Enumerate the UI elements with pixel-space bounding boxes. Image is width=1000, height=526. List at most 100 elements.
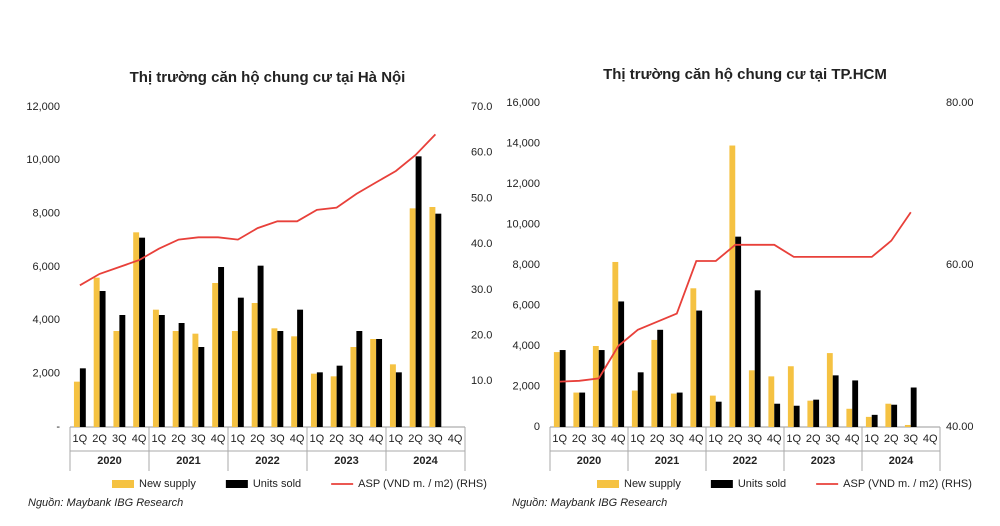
y-tick-label: 4,000 xyxy=(32,314,60,326)
bar xyxy=(832,375,839,427)
group-label: 2024 xyxy=(413,455,438,467)
bar xyxy=(310,373,317,427)
bar xyxy=(904,424,911,427)
bar xyxy=(754,290,761,427)
bar xyxy=(316,372,323,427)
bar xyxy=(690,288,697,427)
y2-tick-label: 20.0 xyxy=(471,329,492,341)
bar xyxy=(139,237,146,427)
x-tick-label: 3Q xyxy=(428,433,443,445)
x-tick-label: 3Q xyxy=(903,433,918,445)
bar xyxy=(409,208,416,427)
bar xyxy=(553,352,560,427)
x-tick-label: 3Q xyxy=(349,433,364,445)
bar xyxy=(99,291,106,427)
bar xyxy=(73,381,80,427)
bar xyxy=(846,408,853,427)
bar xyxy=(350,347,357,427)
y-tick-label: 2,000 xyxy=(32,368,60,380)
bar xyxy=(435,213,442,427)
chart-title: Thị trường căn hộ chung cư tại TP.HCM xyxy=(603,66,887,83)
y-tick-label: 2,000 xyxy=(512,380,540,392)
bar xyxy=(885,403,892,427)
bar xyxy=(573,392,580,427)
bar xyxy=(651,339,658,427)
bar xyxy=(237,297,244,427)
bar xyxy=(637,372,644,427)
group-label: 2021 xyxy=(655,455,679,467)
y-tick-label: 16,000 xyxy=(506,97,540,109)
x-tick-label: 3Q xyxy=(669,433,684,445)
legend-label: New supply xyxy=(624,478,681,490)
bar xyxy=(172,331,179,427)
x-tick-label: 3Q xyxy=(112,433,127,445)
y2-tick-label: 60.00 xyxy=(946,259,974,271)
x-tick-label: 4Q xyxy=(132,433,147,445)
x-tick-label: 2Q xyxy=(408,433,423,445)
x-tick-label: 1Q xyxy=(864,433,879,445)
asp-line xyxy=(559,211,912,383)
y2-tick-label: 60.0 xyxy=(471,147,492,159)
bar xyxy=(670,393,677,427)
bar xyxy=(598,350,605,427)
y-tick-label: 6,000 xyxy=(512,299,540,311)
x-tick-label: 1Q xyxy=(310,433,325,445)
source-note: Nguồn: Maybank IBG Research xyxy=(512,497,667,509)
bar xyxy=(291,336,298,427)
bar xyxy=(891,404,898,427)
y-tick-label: 14,000 xyxy=(506,137,540,149)
bar xyxy=(271,328,278,427)
x-tick-label: 3Q xyxy=(747,433,762,445)
bar xyxy=(735,236,742,427)
bar xyxy=(871,414,878,427)
x-tick-label: 2Q xyxy=(250,433,265,445)
x-tick-label: 2Q xyxy=(92,433,107,445)
x-tick-label: 2Q xyxy=(650,433,665,445)
bar xyxy=(787,366,794,427)
legend-label: New supply xyxy=(139,478,196,490)
y2-tick-label: 10.0 xyxy=(471,375,492,387)
y-tick-label: 12,000 xyxy=(506,178,540,190)
asp-line xyxy=(79,133,437,287)
bar xyxy=(631,390,638,427)
bar xyxy=(793,405,800,427)
x-tick-label: 2Q xyxy=(171,433,186,445)
group-label: 2024 xyxy=(889,455,914,467)
bar xyxy=(178,323,185,427)
x-tick-label: 4Q xyxy=(211,433,226,445)
bar xyxy=(865,416,872,427)
x-tick-label: 2Q xyxy=(329,433,344,445)
legend-swatch xyxy=(710,480,733,488)
legend-label: ASP (VND m. / m2) (RHS) xyxy=(843,478,972,490)
y-tick-label: 8,000 xyxy=(32,208,60,220)
bar xyxy=(826,353,833,427)
bar xyxy=(356,331,363,427)
bar xyxy=(618,301,625,427)
x-tick-label: 1Q xyxy=(708,433,723,445)
x-tick-label: 1Q xyxy=(389,433,404,445)
group-label: 2023 xyxy=(334,455,358,467)
group-label: 2021 xyxy=(176,455,200,467)
x-tick-label: 4Q xyxy=(290,433,305,445)
legend-label: Units sold xyxy=(253,478,301,490)
x-tick-label: 2Q xyxy=(572,433,587,445)
bar xyxy=(395,372,402,427)
bar xyxy=(813,399,820,427)
bar xyxy=(748,370,755,427)
bar xyxy=(133,232,140,427)
bar xyxy=(389,364,396,427)
bar xyxy=(592,346,599,427)
legend-swatch xyxy=(225,480,248,488)
x-tick-label: 3Q xyxy=(591,433,606,445)
bar xyxy=(415,156,422,428)
bar xyxy=(696,310,703,427)
legend-label: Units sold xyxy=(738,478,786,490)
x-tick-label: 4Q xyxy=(845,433,860,445)
y2-tick-label: 30.0 xyxy=(471,284,492,296)
bar xyxy=(192,333,199,427)
y-tick-label: 0 xyxy=(534,421,540,433)
group-label: 2022 xyxy=(733,455,757,467)
legend-label: ASP (VND m. / m2) (RHS) xyxy=(358,478,487,490)
bar xyxy=(336,365,343,427)
y-tick-label: 6,000 xyxy=(32,261,60,273)
